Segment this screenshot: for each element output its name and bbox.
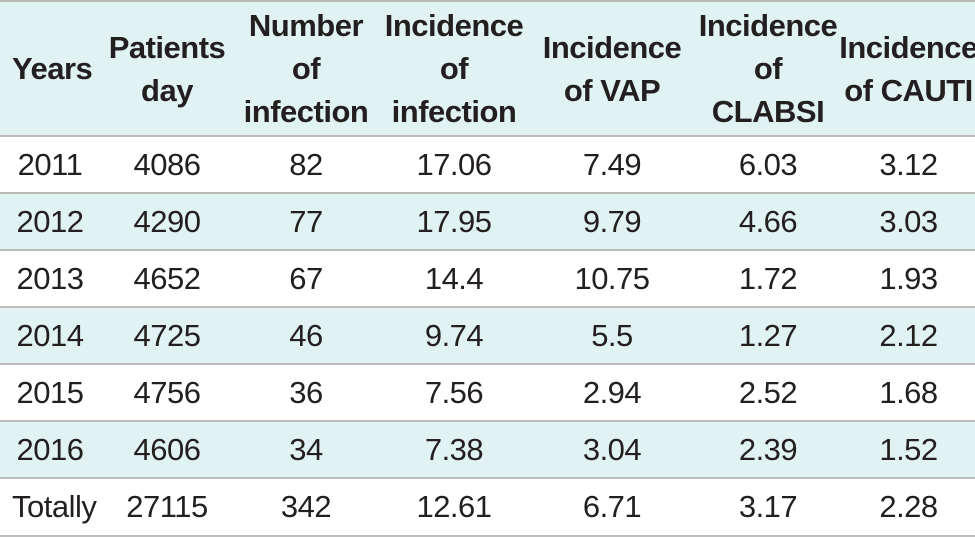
cell-incidence-of-clabsi: 2.52 bbox=[738, 374, 798, 410]
header-years: Years bbox=[12, 51, 93, 86]
cell-incidence-of-clabsi: 4.66 bbox=[738, 203, 798, 239]
cell-incidence-of-vap: 10.75 bbox=[574, 260, 650, 296]
table-row: 2015 4756 36 7.56 2.94 2.52 1.68 bbox=[0, 365, 975, 422]
cell-year: 2012 bbox=[16, 203, 84, 239]
header-incidence-of-clabsi: Incidence of CLABSI bbox=[698, 8, 838, 129]
cell-incidence-of-cauti: 3.12 bbox=[879, 146, 938, 182]
header-number-of-infection: Number of infection bbox=[243, 8, 369, 129]
cell-patients-day: 4756 bbox=[133, 374, 201, 410]
cell-incidence-of-cauti: 1.52 bbox=[879, 431, 938, 467]
table-row-total: Totally 27115 342 12.61 6.71 3.17 2.28 bbox=[0, 479, 975, 537]
cell-incidence-of-clabsi: 1.72 bbox=[738, 260, 798, 296]
cell-incidence-of-vap: 7.49 bbox=[582, 146, 642, 182]
cell-incidence-of-infection: 7.38 bbox=[424, 431, 484, 467]
cell-incidence-of-vap: 3.04 bbox=[582, 431, 642, 467]
cell-number-of-infection: 67 bbox=[289, 260, 323, 296]
cell-incidence-of-cauti: 2.12 bbox=[879, 317, 938, 353]
cell-patients-day: 4606 bbox=[133, 431, 201, 467]
table-row: 2014 4725 46 9.74 5.5 1.27 2.12 bbox=[0, 308, 975, 365]
table-row: 2011 4086 82 17.06 7.49 6.03 3.12 bbox=[0, 137, 975, 194]
cell-patients-day: 4086 bbox=[133, 146, 201, 182]
cell-incidence-of-cauti: 3.03 bbox=[879, 203, 938, 239]
cell-patients-day: 4725 bbox=[133, 317, 201, 353]
table-header: Years Patients day Number of infection I… bbox=[0, 0, 975, 137]
cell-year: 2015 bbox=[16, 374, 84, 410]
cell-incidence-of-infection: 17.95 bbox=[416, 203, 492, 239]
table-row: 2012 4290 77 17.95 9.79 4.66 3.03 bbox=[0, 194, 975, 251]
cell-incidence-of-cauti: 2.28 bbox=[879, 489, 938, 524]
cell-number-of-infection: 77 bbox=[289, 203, 323, 239]
cell-number-of-infection: 342 bbox=[280, 489, 332, 524]
cell-incidence-of-clabsi: 6.03 bbox=[738, 146, 798, 182]
cell-incidence-of-vap: 6.71 bbox=[582, 489, 642, 524]
header-incidence-of-infection: Incidence of infection bbox=[384, 8, 524, 129]
cell-year: 2011 bbox=[17, 146, 83, 182]
cell-incidence-of-clabsi: 2.39 bbox=[738, 431, 798, 467]
cell-incidence-of-vap: 5.5 bbox=[591, 317, 633, 353]
cell-patients-day: 4652 bbox=[133, 260, 201, 296]
cell-number-of-infection: 36 bbox=[289, 374, 323, 410]
header-incidence-of-cauti: Incidence of CAUTI bbox=[839, 29, 975, 108]
cell-year: 2014 bbox=[16, 317, 84, 353]
cell-incidence-of-cauti: 1.93 bbox=[879, 260, 938, 296]
cell-incidence-of-infection: 17.06 bbox=[416, 146, 492, 182]
cell-number-of-infection: 46 bbox=[289, 317, 323, 353]
cell-number-of-infection: 34 bbox=[289, 431, 323, 467]
cell-incidence-of-infection: 9.74 bbox=[424, 317, 484, 353]
cell-incidence-of-infection: 7.56 bbox=[424, 374, 484, 410]
cell-incidence-of-vap: 9.79 bbox=[582, 203, 642, 239]
cell-year: 2016 bbox=[16, 431, 84, 467]
cell-incidence-of-infection: 14.4 bbox=[424, 260, 484, 296]
table-row: 2013 4652 67 14.4 10.75 1.72 1.93 bbox=[0, 251, 975, 308]
cell-incidence-of-clabsi: 3.17 bbox=[738, 489, 798, 524]
cell-number-of-infection: 82 bbox=[289, 146, 323, 182]
cell-year: 2013 bbox=[16, 260, 84, 296]
cell-patients-day: 27115 bbox=[126, 489, 208, 524]
cell-incidence-of-cauti: 1.68 bbox=[879, 374, 938, 410]
cell-incidence-of-clabsi: 1.27 bbox=[738, 317, 798, 353]
cell-incidence-of-vap: 2.94 bbox=[582, 374, 642, 410]
cell-year: Totally bbox=[12, 489, 97, 524]
cell-incidence-of-infection: 12.61 bbox=[416, 489, 492, 524]
header-incidence-of-vap: Incidence of VAP bbox=[542, 29, 682, 108]
table-row: 2016 4606 34 7.38 3.04 2.39 1.52 bbox=[0, 422, 975, 479]
header-patients-day: Patients day bbox=[108, 29, 226, 108]
cell-patients-day: 4290 bbox=[133, 203, 201, 239]
